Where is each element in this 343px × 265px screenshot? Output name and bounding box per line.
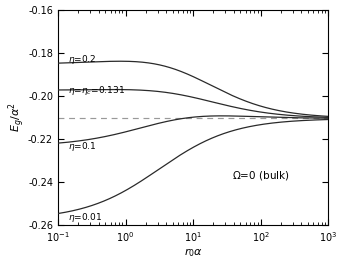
Text: $\eta$=0.1: $\eta$=0.1 (68, 140, 97, 153)
Text: $\Omega$=0 (bulk): $\Omega$=0 (bulk) (232, 169, 289, 182)
Text: $\eta$=0.01: $\eta$=0.01 (68, 211, 103, 224)
Text: $\eta$=0.2: $\eta$=0.2 (68, 53, 96, 66)
X-axis label: $r_0\alpha$: $r_0\alpha$ (184, 247, 203, 259)
Y-axis label: $E_g/\alpha^2$: $E_g/\alpha^2$ (5, 102, 26, 132)
Text: $\eta$=$\eta_c$=0.131: $\eta$=$\eta_c$=0.131 (68, 84, 125, 97)
